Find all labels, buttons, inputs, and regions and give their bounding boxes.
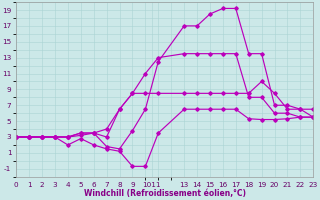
X-axis label: Windchill (Refroidissement éolien,°C): Windchill (Refroidissement éolien,°C) bbox=[84, 189, 246, 198]
